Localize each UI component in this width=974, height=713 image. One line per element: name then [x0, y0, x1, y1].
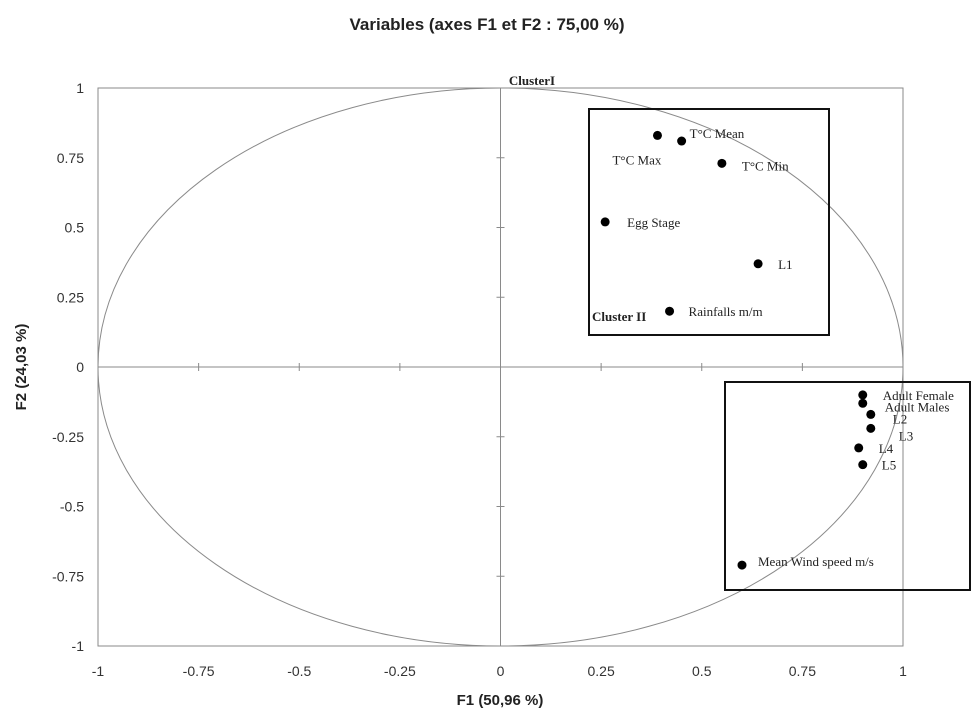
x-tick-label: -0.5: [287, 663, 311, 679]
data-point: [737, 560, 747, 570]
point-label: T°C Min: [742, 158, 789, 173]
y-tick-label: 1: [76, 80, 84, 96]
x-tick-label: 1: [899, 663, 907, 679]
data-point: [858, 398, 868, 408]
data-point: [665, 306, 675, 316]
x-tick-label: 0.5: [692, 663, 712, 679]
y-tick-label: 0.5: [65, 220, 85, 236]
data-point: [753, 259, 763, 269]
point-label: Adult Female: [883, 388, 954, 403]
cluster-box: [724, 381, 971, 591]
y-tick-label: 0.75: [57, 150, 84, 166]
y-tick-label: -0.75: [52, 568, 84, 584]
data-point: [677, 136, 687, 146]
y-tick-label: -0.25: [52, 429, 84, 445]
x-tick-label: -0.75: [183, 663, 215, 679]
cluster-label: ClusterI: [509, 73, 555, 88]
y-tick-label: -1: [72, 638, 85, 654]
data-point: [866, 423, 876, 433]
cluster-label: Cluster II: [592, 309, 646, 324]
point-label: Egg Stage: [627, 215, 680, 230]
point-label: T°C Max: [612, 152, 661, 167]
y-axis-title: F2 (24,03 %): [13, 324, 30, 411]
x-tick-label: 0.75: [789, 663, 816, 679]
data-point: [858, 390, 868, 400]
y-tick-label: -0.5: [60, 499, 84, 515]
data-point: [854, 443, 864, 453]
point-label: Rainfalls m/m: [689, 304, 763, 319]
cluster-box: [588, 108, 830, 336]
chart-title: Variables (axes F1 et F2 : 75,00 %): [350, 15, 625, 34]
point-label: Adult Males: [885, 399, 950, 414]
data-point: [600, 217, 610, 227]
point-label: T°C Mean: [690, 126, 745, 141]
x-axis-title: F1 (50,96 %): [457, 692, 544, 709]
point-label: L1: [778, 257, 792, 272]
x-tick-label: -0.25: [384, 663, 416, 679]
data-point: [652, 130, 662, 140]
data-point: [717, 158, 727, 168]
data-point: [858, 460, 868, 470]
data-point: [866, 409, 876, 419]
point-label: L4: [879, 441, 894, 456]
point-label: L3: [899, 428, 913, 443]
point-label: L5: [882, 458, 896, 473]
point-label: L2: [893, 411, 907, 426]
y-tick-label: 0.25: [57, 289, 84, 305]
y-tick-label: 0: [76, 359, 84, 375]
x-tick-label: 0.25: [588, 663, 615, 679]
point-label: Mean Wind speed m/s: [758, 554, 874, 569]
x-tick-label: -1: [92, 663, 105, 679]
x-tick-label: 0: [497, 663, 505, 679]
